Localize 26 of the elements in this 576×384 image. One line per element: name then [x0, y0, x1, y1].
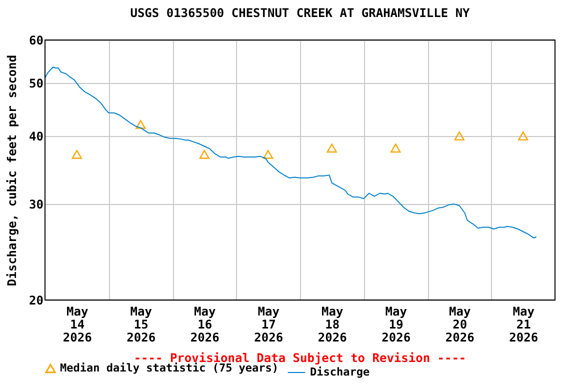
point [199, 150, 210, 159]
y-tick-label: 50 [29, 76, 44, 91]
x-tick-label: May 17 2026 [254, 304, 284, 344]
line-series [44, 66, 537, 238]
chart-title: USGS 01365500 CHESTNUT CREEK AT GRAHAMSVILLE NY [130, 6, 471, 20]
point [72, 150, 82, 159]
y-tick-label: 40 [29, 129, 44, 144]
point [326, 144, 337, 153]
y-tick-label: 20 [29, 294, 44, 308]
point [263, 150, 274, 159]
x-tick-label: May 15 2026 [126, 304, 156, 344]
x-tick-label: May 16 2026 [190, 304, 220, 344]
y-tick-label: 30 [29, 198, 44, 212]
y-tick-label: 60 [29, 34, 44, 48]
y-axis-title: Discharge, cubic feet per second [5, 54, 20, 286]
x-tick-label: May 19 2026 [382, 304, 411, 344]
point [390, 144, 401, 153]
point [136, 120, 146, 129]
x-tick-label: May 21 2026 [509, 304, 538, 344]
x-tick-label: May 18 2026 [318, 304, 347, 344]
point [454, 131, 464, 140]
legend-label: Median daily statistic (75 years) [60, 362, 279, 374]
x-tick-label: May 14 2026 [62, 304, 92, 344]
legend-label: Discharge [310, 366, 370, 378]
point [518, 131, 528, 140]
x-tick-label: May 20 2026 [445, 304, 474, 344]
